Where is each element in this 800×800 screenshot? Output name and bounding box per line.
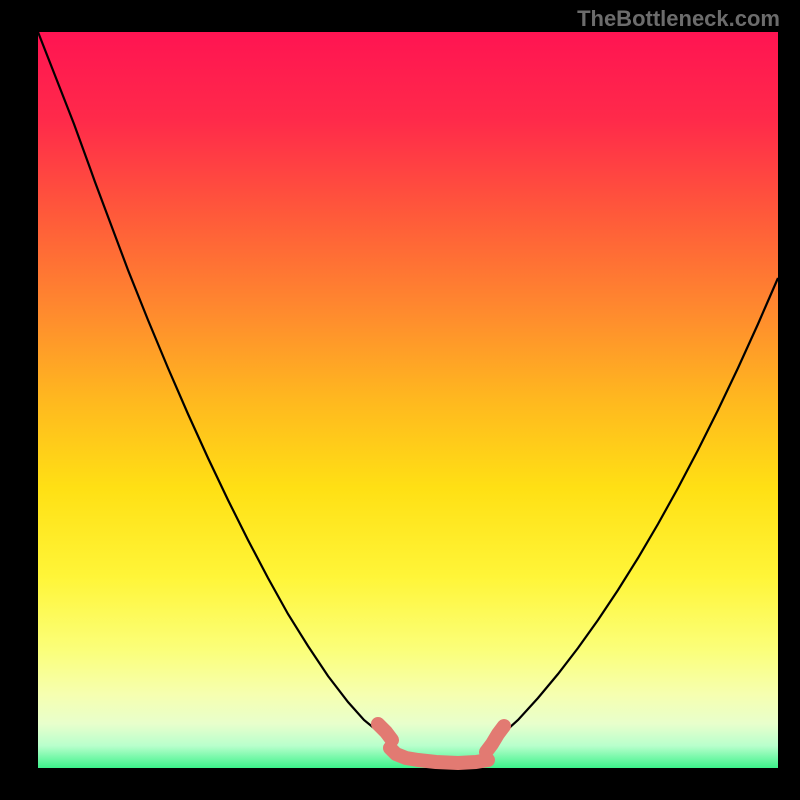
accent-segment (486, 726, 504, 752)
curve-right (490, 278, 778, 744)
watermark-text: TheBottleneck.com (577, 6, 780, 32)
chart-curves (38, 32, 778, 768)
accent-segment (378, 724, 392, 740)
curve-left (38, 32, 390, 741)
plot-area (38, 32, 778, 768)
accent-segment (390, 748, 488, 763)
accent-strokes (378, 724, 504, 763)
chart-stage: TheBottleneck.com (0, 0, 800, 800)
